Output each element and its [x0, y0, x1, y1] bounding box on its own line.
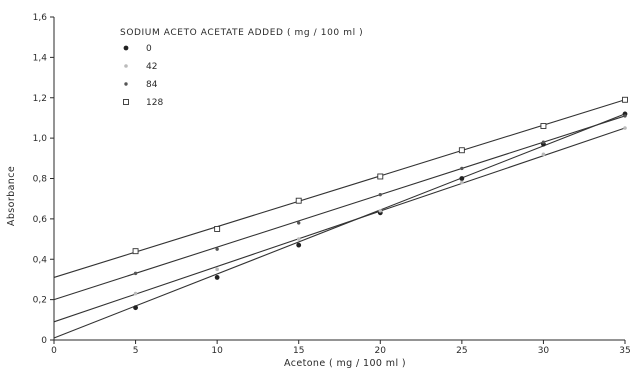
- data-point-0: [133, 305, 138, 311]
- y-tick-label: 1,6: [33, 13, 48, 23]
- legend-entry-0: 0: [146, 44, 152, 54]
- legend-marker-84: [124, 82, 128, 86]
- data-point-84: [460, 166, 464, 171]
- legend-title: SODIUM ACETO ACETATE ADDED ( mg / 100 ml…: [120, 28, 363, 38]
- y-tick-label: 1,0: [33, 134, 48, 144]
- data-point-42: [378, 209, 383, 213]
- y-tick-label: 0,2: [33, 296, 47, 306]
- x-axis-label: Acetone ( mg / 100 ml ): [284, 358, 406, 369]
- data-point-42: [541, 152, 546, 157]
- y-tick-label: 1,2: [33, 94, 47, 104]
- y-tick-label: 1,4: [33, 53, 48, 63]
- data-point-128: [458, 147, 465, 154]
- legend-entry-84: 84: [146, 80, 158, 90]
- y-tick-label: 0,6: [33, 215, 48, 225]
- y-tick-label: 0,4: [33, 255, 48, 265]
- data-point-84: [215, 247, 219, 251]
- data-point-128: [377, 173, 384, 180]
- data-point-84: [541, 140, 546, 144]
- x-tick-label: 0: [51, 346, 57, 356]
- x-tick-label: 25: [456, 346, 467, 356]
- x-axis-ticks: 0 5 10 15 20 25 30 35: [51, 340, 631, 356]
- data-point-0: [214, 275, 220, 280]
- y-tick-label: 0: [41, 336, 47, 346]
- data-point-128: [132, 248, 139, 255]
- data-point-42: [460, 180, 464, 185]
- x-tick-label: 5: [133, 346, 139, 356]
- x-tick-label: 15: [293, 346, 304, 356]
- fit-line-84: [53, 115, 626, 301]
- legend-marker-128: [123, 99, 129, 105]
- data-point-128: [622, 96, 628, 103]
- fit-line-128: [53, 99, 626, 278]
- legend-items: 0 42 84 128: [123, 44, 163, 108]
- data-point-0: [459, 176, 465, 181]
- x-tick-label: 35: [619, 346, 630, 356]
- data-point-84: [297, 221, 301, 225]
- legend-entry-128: 128: [146, 98, 163, 108]
- legend-marker-42: [124, 64, 128, 68]
- legend-entry-42: 42: [146, 62, 157, 72]
- data-point-42: [623, 126, 627, 130]
- data-point-84: [378, 192, 382, 197]
- data-point-128: [214, 226, 221, 232]
- y-axis-ticks: 0 0,2 0,4 0,6 0,8 1,0 1,2 1,4 1,6: [33, 13, 54, 346]
- legend: SODIUM ACETO ACETATE ADDED ( mg / 100 ml…: [120, 28, 363, 108]
- x-tick-label: 10: [211, 346, 223, 356]
- data-point-128: [540, 123, 547, 129]
- data-point-128: [295, 197, 302, 204]
- data-points: [132, 96, 628, 311]
- data-point-0: [296, 242, 302, 248]
- fit-line-0: [53, 113, 626, 339]
- fit-line-42: [53, 127, 626, 323]
- legend-marker-0: [123, 45, 129, 51]
- data-point-84: [133, 271, 138, 276]
- x-tick-label: 30: [538, 346, 550, 356]
- data-point-84: [623, 114, 627, 118]
- fit-lines: [53, 99, 626, 339]
- data-point-42: [133, 291, 138, 296]
- y-tick-label: 0,8: [33, 175, 48, 185]
- axes: [53, 17, 625, 341]
- x-tick-label: 20: [375, 346, 387, 356]
- data-point-42: [296, 237, 301, 241]
- data-point-42: [215, 267, 219, 272]
- y-axis-label: Absorbance: [6, 166, 17, 226]
